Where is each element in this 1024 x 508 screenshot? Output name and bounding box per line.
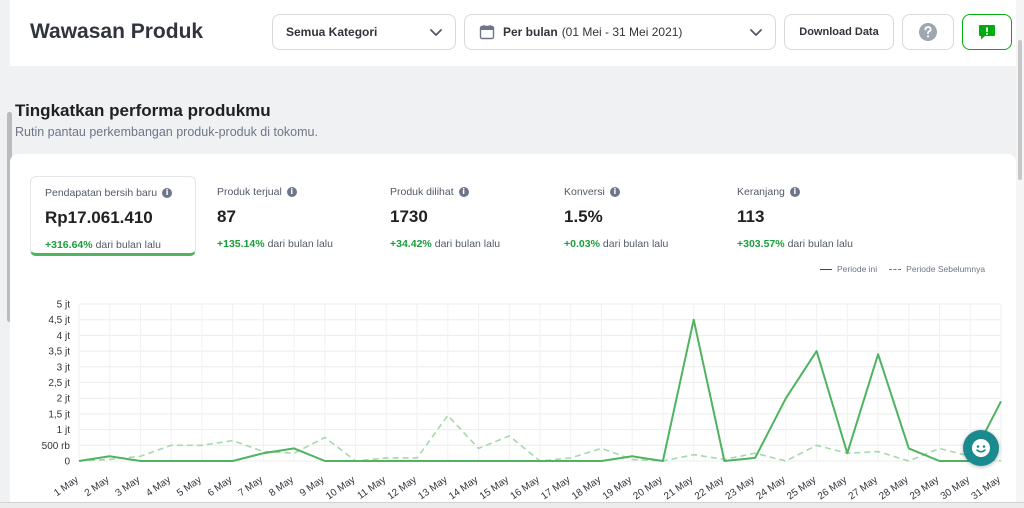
x-tick-label: 9 May — [298, 474, 327, 499]
x-tick-label: 25 May — [785, 474, 818, 502]
chat-bot-button[interactable] — [963, 430, 999, 466]
metric-label: Pendapatan bersih baru i — [45, 187, 181, 199]
period-dropdown-label: Per bulan — [503, 25, 558, 39]
bottom-scrollbar[interactable] — [0, 502, 1024, 508]
section-title: Tingkatkan performa produkmu — [15, 101, 271, 120]
x-tick-label: 18 May — [570, 474, 603, 502]
x-tick-label: 22 May — [693, 474, 726, 502]
chevron-down-icon — [430, 29, 442, 36]
y-tick-label: 2 jt — [57, 394, 71, 405]
x-tick-label: 2 May — [83, 474, 112, 499]
y-tick-label: 4,5 jt — [48, 315, 70, 326]
metric-tab-net-revenue[interactable]: Pendapatan bersih baru i Rp17.061.410 +31… — [30, 176, 196, 256]
x-tick-label: 19 May — [601, 474, 634, 502]
feedback-icon — [979, 25, 995, 40]
x-tick-label: 26 May — [816, 474, 849, 502]
metric-value: 1.5% — [564, 207, 603, 226]
y-tick-label: 3,5 jt — [48, 347, 70, 358]
left-scrollbar[interactable] — [0, 0, 12, 508]
x-tick-label: 14 May — [447, 474, 480, 502]
x-tick-label: 16 May — [509, 474, 542, 502]
x-tick-label: 20 May — [631, 474, 664, 502]
series-line-current — [78, 318, 1002, 462]
info-icon[interactable]: i — [458, 187, 469, 197]
info-icon[interactable]: i — [286, 187, 297, 197]
x-tick-label: 3 May — [114, 474, 143, 499]
metric-tab-products-viewed[interactable]: Produk dilihat i 1730 +34.42% dari bulan l… — [376, 176, 542, 256]
section-subtitle: Rutin pantau perkembangan produk-produk … — [15, 125, 318, 139]
y-tick-label: 1,5 jt — [48, 409, 70, 420]
page-header: Wawasan Produk Semua Kategori Per bulan … — [10, 0, 1016, 66]
metric-label: Produk dilihat i — [390, 186, 528, 198]
metric-tab-conversion[interactable]: Konversi i 1.5% +0.03% dari bulan lalu — [550, 176, 716, 256]
chat-bot-icon — [972, 439, 990, 457]
revenue-line-chart: 0 500 rb 1 jt 1,5 jt 2 jt 2,5 jt 3 jt 3,5 jt 4 j… — [42, 300, 1003, 503]
y-tick-label: 1 jt — [57, 425, 71, 436]
calendar-icon — [479, 25, 495, 40]
chart-legend: Periode ini Periode Sebelumnya — [820, 264, 985, 274]
x-tick-label: 31 May — [970, 474, 1003, 502]
x-tick-label: 28 May — [877, 474, 910, 502]
metric-value: 1730 — [390, 207, 428, 226]
category-dropdown[interactable]: Semua Kategori — [272, 14, 456, 50]
right-scrollbar[interactable] — [1016, 0, 1024, 508]
y-tick-label: 500 rb — [42, 441, 71, 452]
legend-previous: Periode Sebelumnya — [906, 264, 986, 274]
help-button[interactable] — [902, 14, 954, 50]
category-dropdown-value: Semua Kategori — [286, 25, 378, 39]
metric-value: Rp17.061.410 — [45, 208, 153, 227]
x-tick-label: 27 May — [847, 474, 880, 502]
x-tick-label: 5 May — [175, 474, 204, 499]
metric-value: 87 — [217, 207, 236, 226]
x-tick-label: 1 May — [52, 474, 81, 499]
x-tick-label: 23 May — [724, 474, 757, 502]
legend-current: Periode ini — [837, 264, 878, 274]
download-data-button[interactable]: Download Data — [784, 14, 894, 50]
x-tick-label: 15 May — [478, 474, 511, 502]
feedback-button[interactable] — [962, 14, 1012, 50]
x-tick-label: 8 May — [267, 474, 296, 499]
metric-label: Keranjang i — [737, 186, 875, 198]
x-tick-label: 11 May — [355, 474, 388, 501]
x-tick-label: 21 May — [662, 474, 695, 502]
period-dropdown[interactable]: Per bulan (01 Mei - 31 Mei 2021) — [464, 14, 776, 50]
metric-tab-products-sold[interactable]: Produk terjual i 87 +135.14% dari bulan la… — [203, 176, 369, 256]
metric-value: 113 — [737, 207, 765, 226]
x-tick-label: 29 May — [908, 474, 941, 502]
x-tick-label: 6 May — [206, 474, 235, 499]
metric-label: Konversi i — [564, 186, 702, 198]
x-tick-label: 7 May — [237, 474, 266, 499]
legend-swatch-current — [820, 268, 832, 270]
period-dropdown-range: (01 Mei - 31 Mei 2021) — [561, 25, 683, 39]
y-tick-label: 4 jt — [57, 331, 71, 342]
y-tick-label: 0 — [64, 457, 70, 468]
y-tick-label: 5 jt — [57, 300, 71, 311]
x-tick-label: 13 May — [416, 474, 449, 502]
legend-swatch-previous — [889, 268, 902, 270]
metric-change: +0.03% dari bulan lalu — [564, 238, 669, 250]
y-tick-label: 3 jt — [57, 362, 71, 373]
info-icon[interactable]: i — [609, 187, 620, 197]
metric-change: +135.14% dari bulan lalu — [217, 238, 333, 250]
right-scrollbar-thumb[interactable] — [1018, 40, 1022, 180]
metric-change: +34.42% dari bulan lalu — [390, 238, 501, 250]
x-tick-label: 24 May — [754, 474, 787, 502]
x-tick-label: 17 May — [539, 474, 572, 502]
metric-change: +316.64% dari bulan lalu — [45, 239, 161, 251]
info-icon[interactable]: i — [789, 187, 800, 197]
page-title: Wawasan Produk — [30, 20, 204, 43]
x-tick-label: 10 May — [324, 474, 357, 502]
info-icon[interactable]: i — [162, 188, 173, 198]
help-icon — [919, 23, 937, 41]
x-tick-label: 30 May — [939, 474, 972, 502]
metric-change: +303.57% dari bulan lalu — [737, 238, 853, 250]
x-tick-label: 12 May — [386, 474, 419, 502]
chevron-down-icon — [750, 29, 762, 36]
left-scrollbar-thumb[interactable] — [7, 112, 12, 322]
metric-tab-cart[interactable]: Keranjang i 113 +303.57% dari bulan lalu — [723, 176, 889, 256]
metric-label: Produk terjual i — [217, 186, 355, 198]
x-tick-label: 4 May — [144, 474, 173, 499]
y-tick-label: 2,5 jt — [48, 378, 70, 389]
